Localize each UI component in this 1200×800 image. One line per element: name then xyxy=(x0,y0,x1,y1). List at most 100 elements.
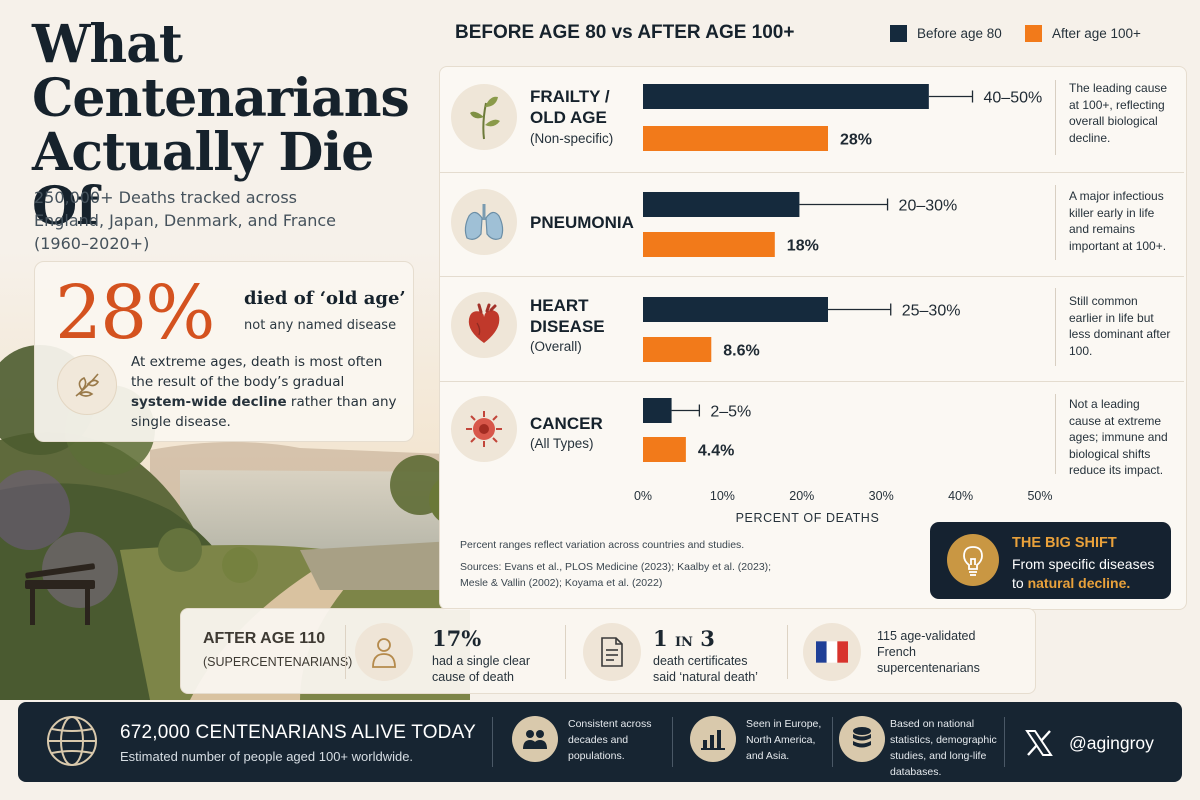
database-icon xyxy=(839,716,885,762)
people-icon xyxy=(512,716,558,762)
headline-line-1: What xyxy=(32,14,183,75)
lightbulb-icon xyxy=(947,534,999,586)
legend-swatch-before xyxy=(890,25,907,42)
bar-before-80 xyxy=(643,297,829,322)
person-icon xyxy=(355,623,413,681)
x-tick-label: 10% xyxy=(710,489,735,503)
row-divider xyxy=(440,381,1184,382)
bar-before-80 xyxy=(643,84,929,109)
natural-death-stat-in: IN xyxy=(674,635,693,650)
headline-line-3: Actually Die Of xyxy=(32,122,374,237)
data-label-after-100: 18% xyxy=(787,238,819,255)
bar-after-100 xyxy=(643,126,829,151)
consistency-text: Consistent across decades and population… xyxy=(568,718,652,762)
category-label-line: PNEUMONIA xyxy=(530,213,634,232)
data-label-before-80: 25–30% xyxy=(902,303,961,320)
note-divider xyxy=(1055,394,1056,474)
card-divider xyxy=(345,625,346,679)
note-divider xyxy=(1055,185,1056,260)
data-label-after-100: 28% xyxy=(840,132,872,149)
centenarians-alive-subtitle: Estimated number of people aged 100+ wor… xyxy=(120,749,414,764)
bar-divider xyxy=(672,717,673,767)
data-label-before-80: 2–5% xyxy=(710,404,751,421)
heart-icon xyxy=(451,292,517,358)
x-tick-label: 50% xyxy=(1027,489,1052,503)
card-divider xyxy=(787,625,788,679)
headline-line-2: Centenarians xyxy=(32,68,410,129)
bar-before-80 xyxy=(643,192,800,217)
chart-title: BEFORE AGE 80 vs AFTER AGE 100+ xyxy=(455,22,795,43)
natural-death-stat-numerator: 1 xyxy=(653,626,668,651)
x-tick-label: 40% xyxy=(948,489,973,503)
note-frailty: The leading cause at 100+, reflecting ov… xyxy=(1069,81,1168,145)
sources-text: Based on national statistics, demographi… xyxy=(890,718,997,778)
bar-before-80 xyxy=(643,398,672,423)
legend-swatch-after xyxy=(1025,25,1042,42)
bar-divider xyxy=(492,717,493,767)
category-sublabel-heart: (Overall) xyxy=(530,339,582,354)
big-shift-highlight: natural decline. xyxy=(1027,575,1131,591)
chart-panel xyxy=(439,66,1187,610)
big-shift-card: THE BIG SHIFT From specific diseases to … xyxy=(930,522,1171,599)
category-label-frailty: FRAILTY / OLD AGE xyxy=(530,86,640,128)
data-label-before-80: 40–50% xyxy=(984,90,1043,107)
bar-after-100 xyxy=(643,437,686,462)
category-label-line: FRAILTY / xyxy=(530,87,610,106)
bar-after-100 xyxy=(643,337,712,362)
x-logo-icon[interactable] xyxy=(1024,728,1054,758)
old-age-percentage: 28% xyxy=(55,270,215,356)
natural-death-text: death certificates said ‘natural death’ xyxy=(653,654,758,684)
x-axis-label: PERCENT OF DEATHS xyxy=(736,511,880,525)
explanation-text-start: At extreme ages, death is most often the… xyxy=(131,354,383,390)
subheadline: 250,000+ Deaths tracked across England, … xyxy=(34,188,337,253)
category-sublabel-frailty: (Non-specific) xyxy=(530,131,614,146)
explanation-text-end: rather than any single disease. xyxy=(131,394,397,430)
bar-after-100 xyxy=(643,232,775,257)
card-divider xyxy=(565,625,566,679)
x-tick-label: 30% xyxy=(869,489,894,503)
bottom-info-bar xyxy=(18,702,1182,782)
big-shift-to: to xyxy=(1012,575,1024,591)
french-supercentenarians-text: 115 age-validated French supercentenaria… xyxy=(877,629,980,675)
row-divider xyxy=(440,276,1184,277)
after-110-subtitle: (SUPERCENTENARIANS) xyxy=(203,655,353,669)
old-age-explanation: At extreme ages, death is most often the… xyxy=(131,352,401,432)
single-cause-text: had a single clear cause of death xyxy=(432,654,530,684)
note-divider xyxy=(1055,288,1056,366)
note-pneumonia: A major infectious killer early in life … xyxy=(1069,189,1167,253)
old-age-stat-card: 28% died of ‘old age’ not any named dise… xyxy=(34,261,414,442)
old-age-title: died of ‘old age’ xyxy=(244,288,406,309)
note-divider xyxy=(1055,80,1056,155)
bar-divider xyxy=(832,717,833,767)
note-heart: Still common earlier in life but less do… xyxy=(1069,294,1171,358)
ranges-footnote: Percent ranges reflect variation across … xyxy=(460,539,745,551)
data-label-before-80: 20–30% xyxy=(899,198,958,215)
globe-icon xyxy=(47,716,97,766)
social-handle-link[interactable]: @agingroy xyxy=(1069,733,1154,753)
big-shift-line-2: to natural decline. xyxy=(1012,574,1170,593)
legend-item-before-80: Before age 80 xyxy=(890,25,1002,42)
category-label-cancer: CANCER xyxy=(530,413,640,434)
row-divider xyxy=(440,172,1184,173)
x-tick-label: 0% xyxy=(634,489,652,503)
category-label-pneumonia: PNEUMONIA xyxy=(530,212,640,233)
natural-death-stat-denominator: 3 xyxy=(700,626,715,651)
france-flag-icon xyxy=(803,623,861,681)
sources-line-2: Mesle & Vallin (2002); Koyama et al. (20… xyxy=(460,577,663,589)
sources-footnote: Sources: Evans et al., PLOS Medicine (20… xyxy=(460,559,771,591)
bar-divider xyxy=(1004,717,1005,767)
category-label-heart: HEART DISEASE xyxy=(530,295,640,337)
category-label-line: OLD AGE xyxy=(530,108,607,127)
category-label-line: CANCER xyxy=(530,414,603,433)
data-label-after-100: 8.6% xyxy=(723,343,759,360)
note-cancer: Not a leading cause at extreme ages; imm… xyxy=(1069,397,1168,477)
cancer-cell-icon xyxy=(451,396,517,462)
legend-label-before: Before age 80 xyxy=(917,26,1002,41)
lungs-icon xyxy=(451,189,517,255)
big-shift-text: From specific diseases to natural declin… xyxy=(1012,555,1170,593)
natural-death-stat: 1 IN 3 xyxy=(653,626,715,651)
big-shift-title: THE BIG SHIFT xyxy=(1012,535,1117,551)
leaves-icon xyxy=(57,355,117,415)
single-cause-stat: 17% xyxy=(432,626,482,651)
